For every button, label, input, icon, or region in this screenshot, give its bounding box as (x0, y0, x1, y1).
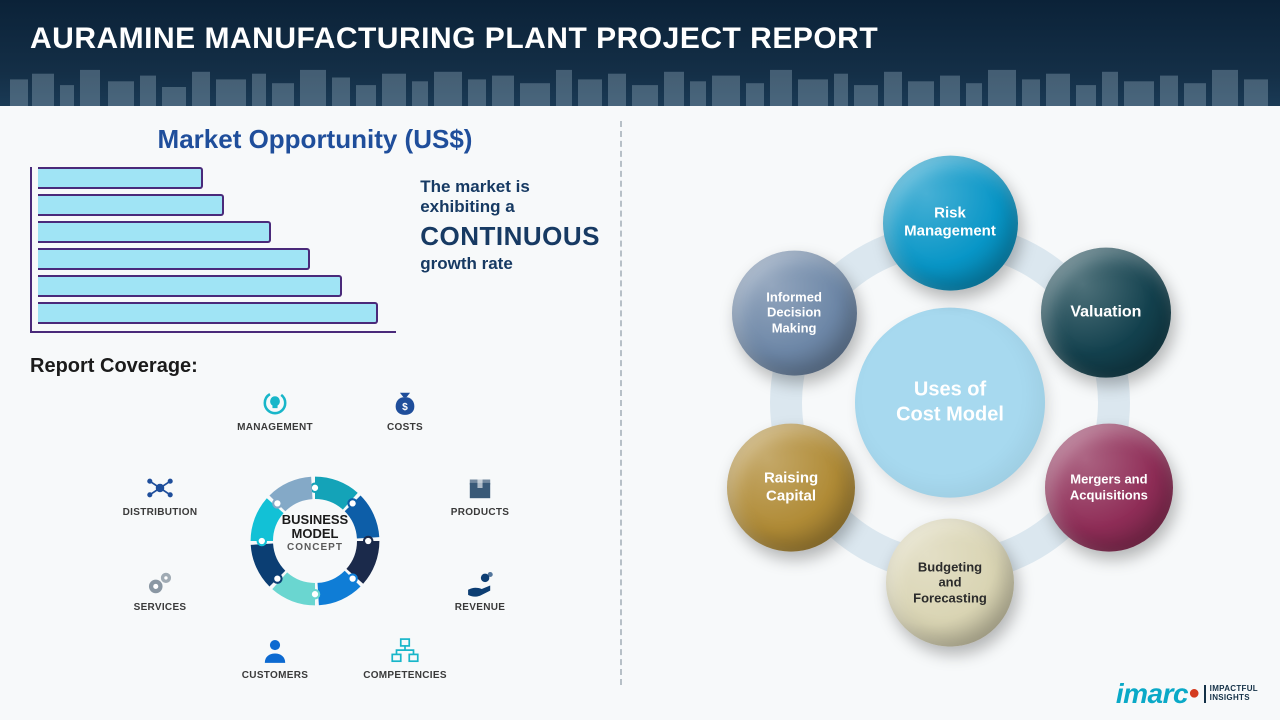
coverage-heading: Report Coverage: (30, 355, 600, 378)
coverage-item-label: PRODUCTS (425, 507, 535, 518)
coverage-item-label: DISTRIBUTION (105, 507, 215, 518)
services-icon (105, 566, 215, 600)
customers-icon (220, 634, 330, 668)
growth-line2: CONTINUOUS (420, 221, 600, 252)
wheel-node-budget: BudgetingandForecasting (886, 519, 1014, 647)
cost-model-wheel: Uses ofCost Model RiskManagementValuatio… (690, 143, 1210, 663)
header: AURAMINE MANUFACTURING PLANT PROJECT REP… (0, 0, 1280, 106)
svg-text:$: $ (402, 402, 408, 413)
revenue-icon (425, 566, 535, 600)
coverage-item-customers: CUSTOMERS (220, 634, 330, 681)
coverage-item-revenue: REVENUE (425, 566, 535, 613)
chart-bar (38, 248, 310, 270)
management-icon (220, 386, 330, 420)
skyline-graphic (0, 68, 1280, 106)
chart-title: Market Opportunity (US$) (30, 124, 600, 155)
products-icon (425, 471, 535, 505)
coverage-item-label: COMPETENCIES (350, 670, 460, 681)
wheel-node-risk: RiskManagement (883, 155, 1018, 290)
business-model-ring (245, 471, 385, 611)
market-bar-chart (30, 167, 396, 333)
growth-line3: growth rate (420, 254, 600, 274)
wheel-node-mna: Mergers andAcquisitions (1045, 423, 1173, 551)
coverage-item-products: PRODUCTS (425, 471, 535, 518)
distribution-icon (105, 471, 215, 505)
page-title: AURAMINE MANUFACTURING PLANT PROJECT REP… (30, 22, 1280, 56)
logo-tagline: IMPACTFUL INSIGHTS (1204, 685, 1258, 703)
wheel-node-valuation: Valuation (1041, 248, 1171, 378)
chart-bar (38, 302, 378, 324)
coverage-item-competencies: COMPETENCIES (350, 634, 460, 681)
chart-bar (38, 221, 271, 243)
wheel-hub: Uses ofCost Model (855, 308, 1045, 498)
chart-bar (38, 167, 203, 189)
logo-word: imarc● (1116, 678, 1200, 710)
coverage-item-services: SERVICES (105, 566, 215, 613)
competencies-icon (350, 634, 460, 668)
coverage-item-costs: $ COSTS (350, 386, 460, 433)
right-panel: Uses ofCost Model RiskManagementValuatio… (620, 106, 1280, 720)
coverage-item-label: COSTS (350, 422, 460, 433)
coverage-item-label: CUSTOMERS (220, 670, 330, 681)
chart-bar (38, 194, 224, 216)
coverage-item-management: MANAGEMENT (220, 386, 330, 433)
costs-icon: $ (350, 386, 460, 420)
growth-line1: The market is exhibiting a (420, 177, 600, 217)
growth-text: The market is exhibiting a CONTINUOUS gr… (420, 167, 600, 274)
coverage-item-distribution: DISTRIBUTION (105, 471, 215, 518)
chart-bar (38, 275, 342, 297)
main: Market Opportunity (US$) The market is e… (0, 106, 1280, 720)
wheel-node-capital: RaisingCapital (727, 423, 855, 551)
coverage-item-label: REVENUE (425, 602, 535, 613)
coverage-item-label: SERVICES (105, 602, 215, 613)
brand-logo: imarc● IMPACTFUL INSIGHTS (1116, 678, 1258, 710)
coverage-diagram: BUSINESS MODEL CONCEPT MANAGEMENT$ COSTS… (95, 386, 535, 686)
wheel-node-decision: InformedDecisionMaking (732, 250, 857, 375)
coverage-item-label: MANAGEMENT (220, 422, 330, 433)
left-panel: Market Opportunity (US$) The market is e… (0, 106, 620, 720)
